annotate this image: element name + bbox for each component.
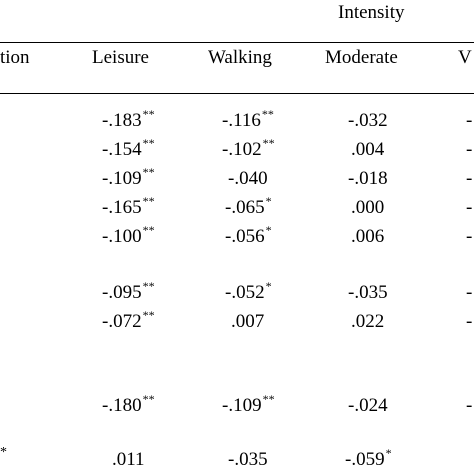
cell-vigorous: - — [466, 395, 473, 416]
cell-vigorous: - — [466, 197, 473, 218]
cell-walking: .007 — [231, 311, 265, 332]
cell-walking: -.035 — [228, 449, 268, 470]
significance-marker: * — [265, 279, 272, 293]
cell-moderate: -.035 — [348, 282, 388, 303]
cell-vigorous: - — [466, 168, 473, 189]
cell-moderate: .004 — [351, 139, 385, 160]
cell-walking: -.065* — [225, 194, 272, 218]
cell-vigorous: - — [466, 226, 473, 247]
significance-marker: ** — [142, 194, 155, 208]
column-header-walking: Walking — [208, 47, 272, 68]
cell-vigorous: - — [466, 139, 473, 160]
header-rule — [0, 93, 474, 94]
significance-marker: * — [265, 223, 272, 237]
cell-leisure: -.095** — [102, 279, 155, 303]
significance-marker: * — [265, 194, 272, 208]
significance-marker: * — [385, 446, 392, 460]
group-header-intensity: Intensity — [338, 2, 405, 23]
cell-leisure: -.072** — [102, 308, 155, 332]
cell-vigorous: - — [466, 311, 473, 332]
cell-moderate: -.024 — [348, 395, 388, 416]
column-header-moderate: Moderate — [325, 47, 398, 68]
cell-leisure: .011 — [112, 449, 145, 470]
significance-marker: ** — [142, 308, 155, 322]
cell-walking: -.040 — [228, 168, 268, 189]
cell-walking: -.116** — [222, 107, 274, 131]
cell-moderate: -.018 — [348, 168, 388, 189]
significance-marker: ** — [261, 107, 274, 121]
significance-marker: ** — [142, 136, 155, 150]
significance-marker: ** — [262, 392, 275, 406]
cell-leisure: -.109** — [102, 165, 155, 189]
cell-vigorous: - — [466, 282, 473, 303]
cell-walking: -.109** — [222, 392, 275, 416]
cell-leisure: -.154** — [102, 136, 155, 160]
cell-walking: -.052* — [225, 279, 272, 303]
cell-leisure: -.180** — [102, 392, 155, 416]
significance-marker: ** — [142, 165, 155, 179]
cell-moderate: .006 — [351, 226, 385, 247]
cell-leisure: -.165** — [102, 194, 155, 218]
significance-marker: ** — [142, 223, 155, 237]
cell-vigorous: - — [466, 110, 473, 131]
row-stub: * — [0, 445, 7, 460]
cell-moderate: -.032 — [348, 110, 388, 131]
significance-marker: ** — [142, 392, 155, 406]
cell-moderate: -.059* — [345, 446, 392, 470]
cell-leisure: -.100** — [102, 223, 155, 247]
cell-walking: -.102** — [222, 136, 275, 160]
cell-walking: -.056* — [225, 223, 272, 247]
significance-marker: ** — [142, 279, 155, 293]
top-rule — [0, 42, 474, 43]
cell-moderate: .000 — [351, 197, 385, 218]
column-header-first: tion — [0, 47, 30, 68]
cell-moderate: .022 — [351, 311, 385, 332]
significance-marker: ** — [142, 107, 155, 121]
cell-leisure: -.183** — [102, 107, 155, 131]
column-header-leisure: Leisure — [92, 47, 149, 68]
significance-marker: ** — [262, 136, 275, 150]
column-header-vigorous: V — [458, 47, 472, 68]
